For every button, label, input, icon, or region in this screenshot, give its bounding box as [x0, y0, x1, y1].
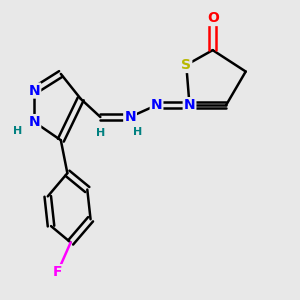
Text: H: H: [96, 128, 105, 138]
Text: N: N: [28, 84, 40, 98]
Text: F: F: [53, 265, 62, 279]
Text: O: O: [207, 11, 219, 25]
Text: N: N: [28, 115, 40, 129]
Text: N: N: [124, 110, 136, 124]
Text: H: H: [133, 128, 142, 137]
Text: N: N: [151, 98, 162, 112]
Text: N: N: [184, 98, 195, 112]
Text: S: S: [181, 58, 191, 72]
Text: H: H: [14, 126, 23, 136]
